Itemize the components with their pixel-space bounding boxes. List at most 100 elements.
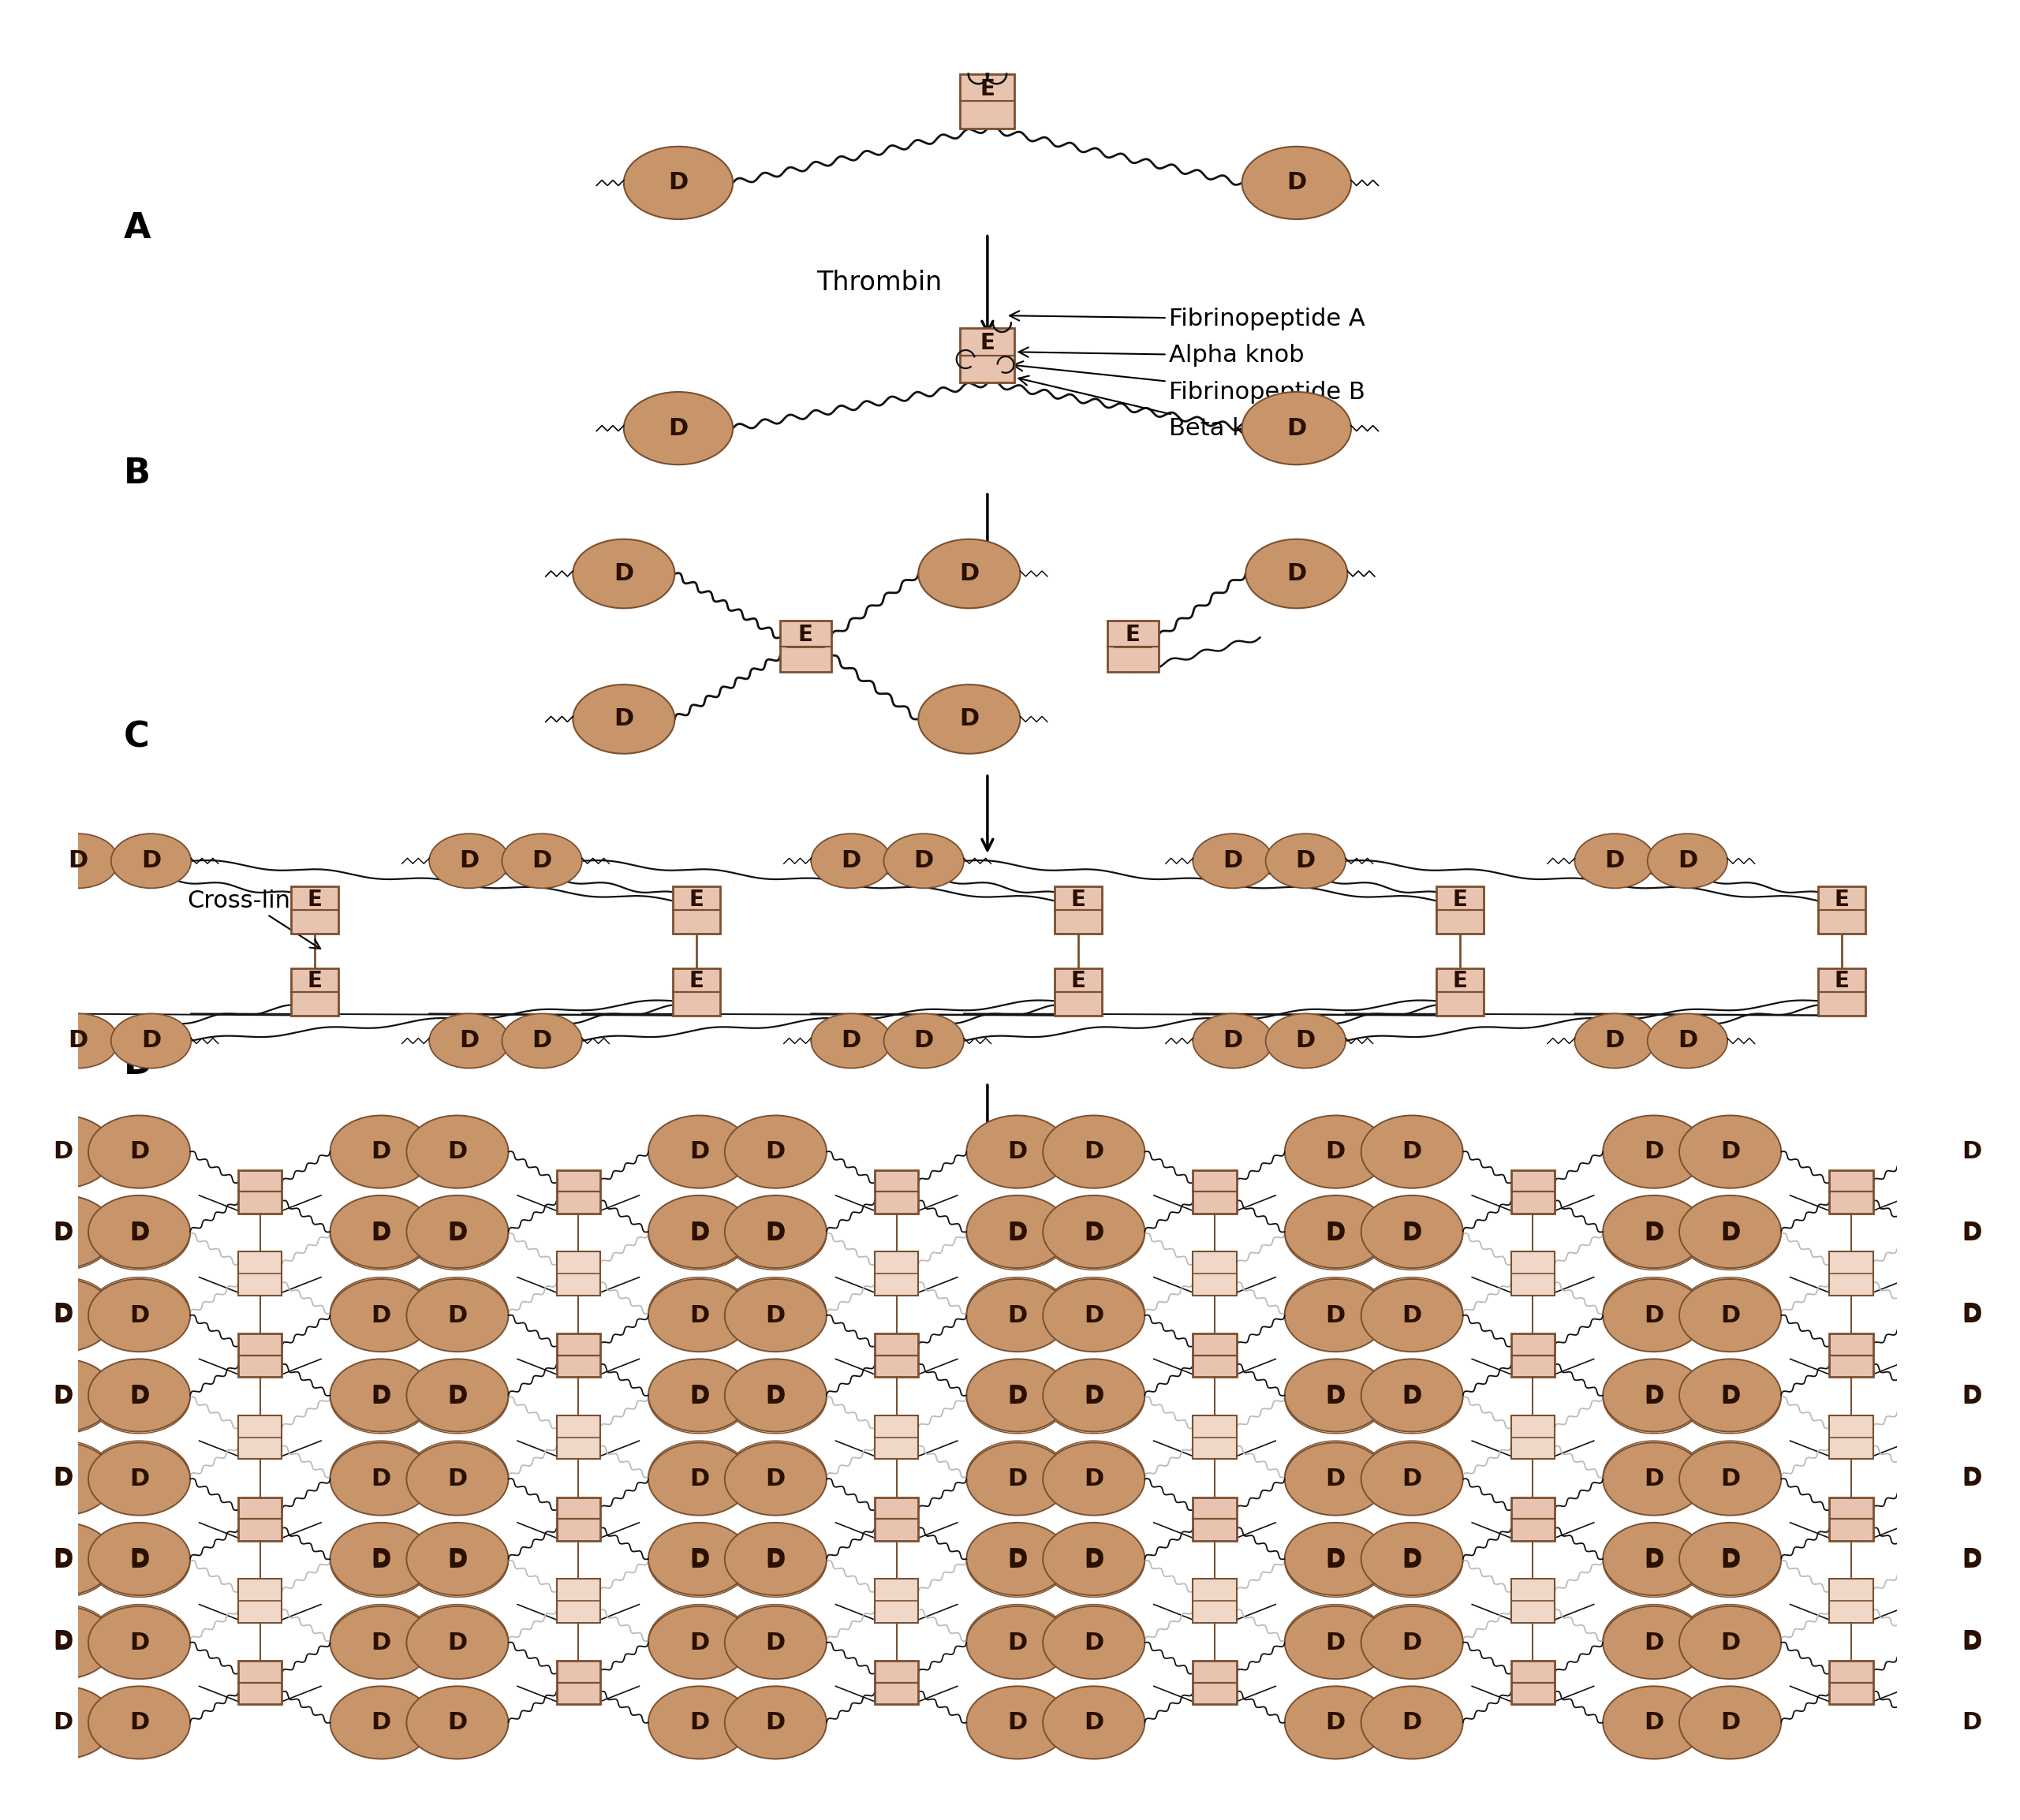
Ellipse shape	[111, 1014, 192, 1068]
Ellipse shape	[1042, 1278, 1145, 1350]
Ellipse shape	[574, 539, 675, 608]
Text: D: D	[1008, 1223, 1028, 1245]
Text: E: E	[1452, 888, 1469, 910]
Text: D: D	[766, 1223, 786, 1245]
Ellipse shape	[1679, 1605, 1782, 1676]
Ellipse shape	[1042, 1279, 1145, 1352]
Ellipse shape	[329, 1196, 432, 1269]
FancyBboxPatch shape	[558, 1416, 600, 1460]
Ellipse shape	[966, 1278, 1069, 1350]
FancyBboxPatch shape	[1194, 1416, 1236, 1460]
FancyBboxPatch shape	[1830, 1498, 1873, 1542]
Text: D: D	[129, 1547, 149, 1571]
Text: D: D	[448, 1303, 467, 1327]
Text: D: D	[689, 1467, 709, 1491]
Ellipse shape	[1679, 1523, 1782, 1596]
FancyBboxPatch shape	[1511, 1334, 1555, 1378]
FancyBboxPatch shape	[1194, 1334, 1236, 1378]
Text: D: D	[1085, 1385, 1103, 1409]
Text: D: D	[1402, 1221, 1422, 1243]
FancyBboxPatch shape	[673, 968, 721, 1016]
Text: D: D	[53, 1467, 73, 1491]
FancyBboxPatch shape	[875, 1416, 919, 1460]
Ellipse shape	[1648, 834, 1727, 888]
Text: D: D	[1721, 1385, 1739, 1409]
Ellipse shape	[406, 1278, 509, 1350]
Ellipse shape	[406, 1523, 509, 1596]
FancyBboxPatch shape	[558, 1334, 600, 1378]
Ellipse shape	[329, 1441, 432, 1514]
FancyBboxPatch shape	[238, 1334, 283, 1378]
Ellipse shape	[1285, 1685, 1386, 1758]
Text: D: D	[1402, 1223, 1422, 1245]
Text: D: D	[372, 1221, 392, 1243]
Text: D: D	[1402, 1303, 1422, 1327]
Text: D: D	[1961, 1549, 1982, 1572]
FancyBboxPatch shape	[1194, 1662, 1236, 1704]
Text: D: D	[1085, 1141, 1103, 1163]
Ellipse shape	[966, 1525, 1069, 1598]
Text: E: E	[123, 1711, 147, 1745]
Text: D: D	[1085, 1383, 1103, 1407]
FancyBboxPatch shape	[1511, 1416, 1555, 1460]
Ellipse shape	[89, 1278, 190, 1350]
Text: D: D	[372, 1631, 392, 1654]
Ellipse shape	[12, 1607, 113, 1678]
Text: D: D	[1008, 1303, 1028, 1327]
Ellipse shape	[406, 1279, 509, 1352]
Text: D: D	[766, 1711, 786, 1734]
Ellipse shape	[1604, 1523, 1705, 1596]
Ellipse shape	[12, 1278, 113, 1350]
Text: D: D	[669, 171, 689, 195]
FancyBboxPatch shape	[1436, 968, 1485, 1016]
Text: D: D	[1721, 1711, 1739, 1734]
Text: D: D	[53, 1549, 73, 1572]
Ellipse shape	[624, 147, 733, 218]
FancyBboxPatch shape	[1194, 1580, 1236, 1623]
Ellipse shape	[1361, 1116, 1462, 1188]
Ellipse shape	[1194, 834, 1273, 888]
Ellipse shape	[1361, 1605, 1462, 1676]
Ellipse shape	[1998, 1523, 2020, 1596]
Text: D: D	[1721, 1631, 1739, 1654]
Ellipse shape	[1361, 1525, 1462, 1598]
Text: D: D	[1222, 850, 1242, 872]
Text: D: D	[372, 1301, 392, 1325]
Ellipse shape	[1604, 1525, 1705, 1598]
Ellipse shape	[12, 1523, 113, 1596]
Text: D: D	[1961, 1467, 1982, 1491]
Ellipse shape	[966, 1443, 1069, 1516]
FancyBboxPatch shape	[960, 328, 1014, 382]
FancyBboxPatch shape	[780, 621, 830, 672]
Text: D: D	[1402, 1301, 1422, 1325]
Ellipse shape	[1921, 1116, 2020, 1188]
Text: D: D	[1402, 1383, 1422, 1407]
Text: D: D	[669, 417, 689, 440]
Ellipse shape	[428, 834, 509, 888]
Ellipse shape	[1604, 1116, 1705, 1188]
Text: D: D	[1961, 1383, 1982, 1407]
Text: D: D	[1644, 1301, 1664, 1325]
Ellipse shape	[1285, 1196, 1386, 1269]
Text: D: D	[1295, 1030, 1315, 1052]
Ellipse shape	[406, 1443, 509, 1516]
Text: D: D	[448, 1467, 467, 1491]
Text: Beta knob: Beta knob	[1018, 377, 1291, 440]
Ellipse shape	[1361, 1278, 1462, 1350]
Text: D: D	[53, 1547, 73, 1571]
Ellipse shape	[329, 1116, 432, 1188]
Text: D: D	[689, 1547, 709, 1571]
Ellipse shape	[1361, 1198, 1462, 1270]
FancyBboxPatch shape	[238, 1416, 283, 1460]
Ellipse shape	[1604, 1196, 1705, 1269]
Ellipse shape	[1042, 1443, 1145, 1516]
Text: D: D	[689, 1385, 709, 1409]
Text: D: D	[1961, 1711, 1982, 1734]
Ellipse shape	[1285, 1279, 1386, 1352]
Ellipse shape	[1285, 1360, 1386, 1432]
Ellipse shape	[1604, 1198, 1705, 1270]
Text: D: D	[1721, 1221, 1739, 1243]
Ellipse shape	[501, 834, 582, 888]
Ellipse shape	[1604, 1605, 1705, 1676]
Ellipse shape	[89, 1279, 190, 1352]
